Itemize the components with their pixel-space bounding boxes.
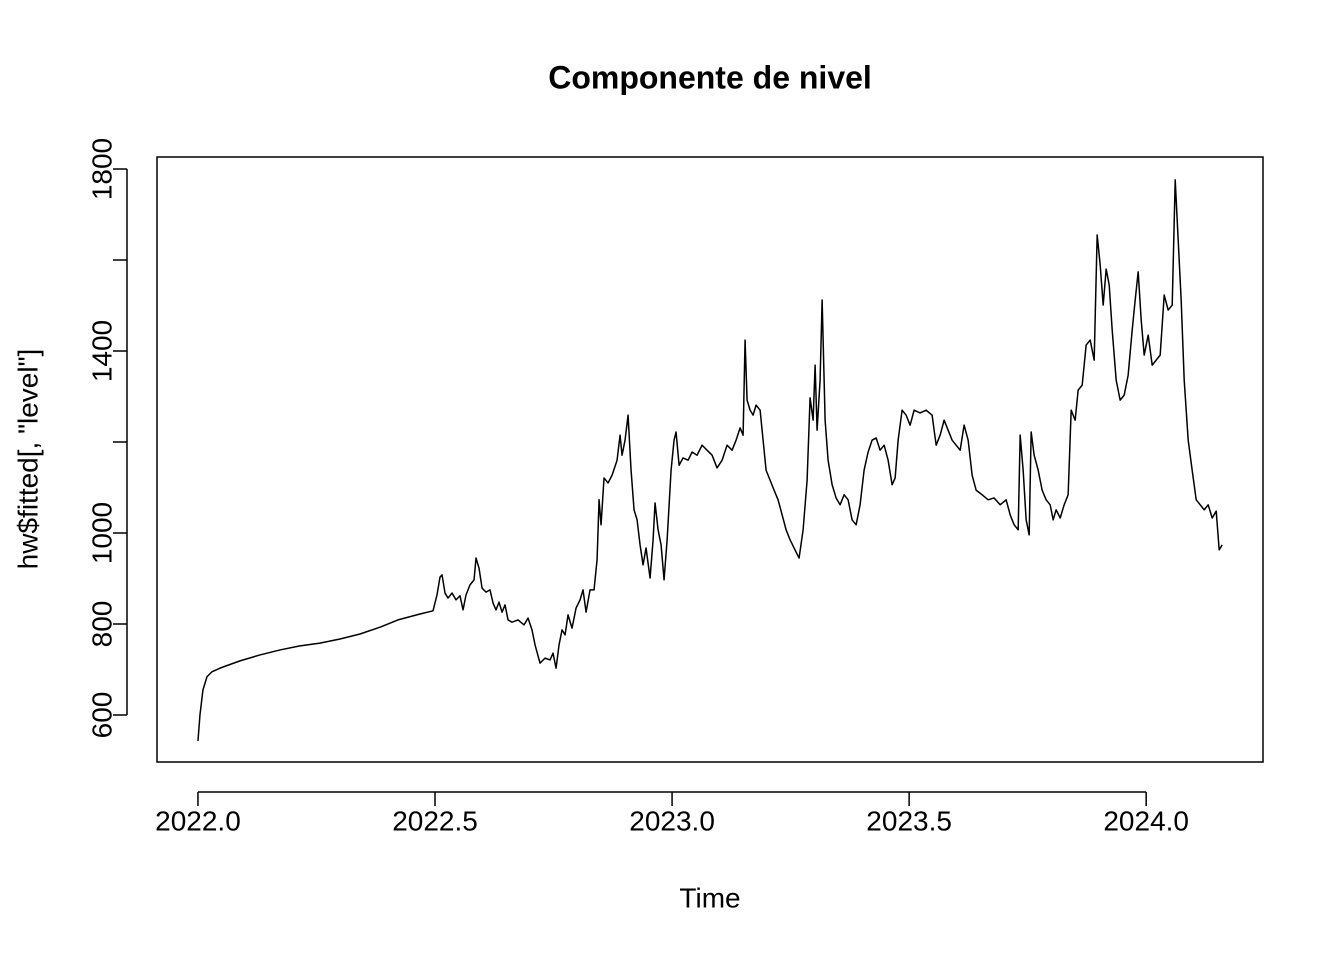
y-axis-label: hw$fitted[, "level"] <box>12 349 43 570</box>
x-tick-label: 2022.5 <box>392 805 478 836</box>
plot-box <box>156 156 1264 763</box>
x-tick-label: 2022.0 <box>155 805 241 836</box>
y-tick-label: 600 <box>86 692 117 739</box>
series-line <box>197 179 1223 741</box>
x-tick-label: 2023.5 <box>866 805 952 836</box>
y-tick-label: 1000 <box>86 502 117 564</box>
chart-title: Componente de nivel <box>548 59 872 95</box>
x-axis-label: Time <box>679 882 740 913</box>
x-tick-label: 2024.0 <box>1103 805 1189 836</box>
y-tick-label: 800 <box>86 601 117 648</box>
y-tick-label: 1400 <box>86 320 117 382</box>
y-tick-label: 1800 <box>86 138 117 200</box>
x-tick-label: 2023.0 <box>629 805 715 836</box>
